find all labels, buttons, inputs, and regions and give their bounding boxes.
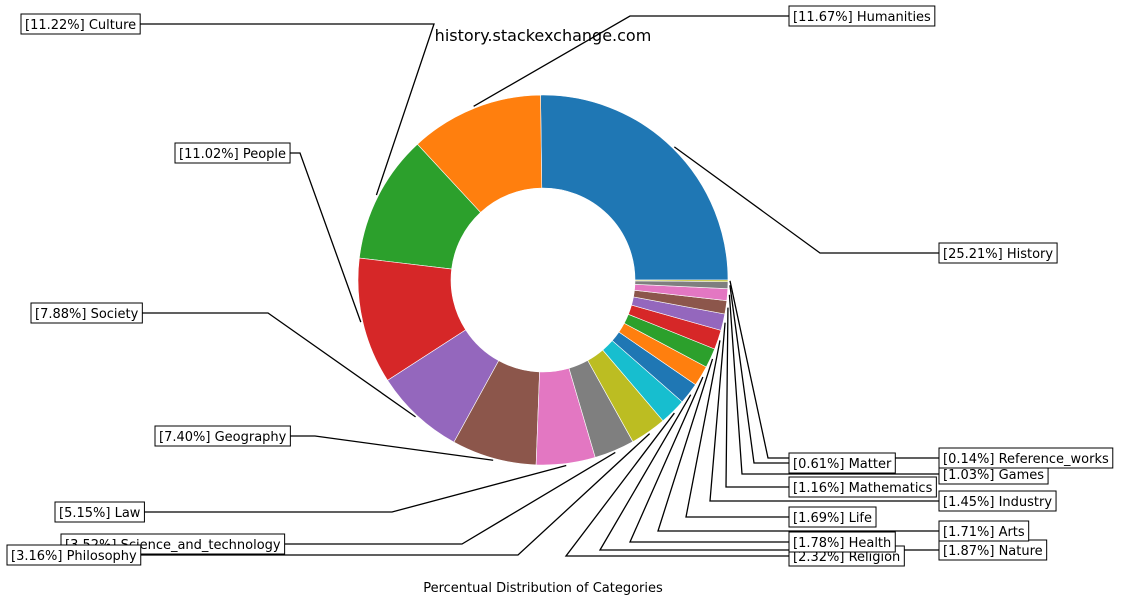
leader-line bbox=[290, 152, 362, 323]
slice-label: [1.69%] Life bbox=[793, 511, 872, 526]
slice-label: [7.88%] Society bbox=[35, 307, 139, 322]
leader-line bbox=[61, 451, 616, 545]
slice-label: [5.15%] Law bbox=[59, 506, 141, 521]
slice-label-box bbox=[938, 242, 1058, 264]
slice-label-box bbox=[788, 506, 877, 528]
slice-label-box bbox=[20, 13, 141, 35]
slice-label-box bbox=[788, 476, 937, 498]
leader-line bbox=[657, 358, 939, 532]
slice-label: [1.16%] Mathematics bbox=[793, 481, 933, 496]
slice-label-box bbox=[938, 520, 1030, 542]
slice-label: [11.67%] Humanities bbox=[793, 10, 931, 25]
slice-label: [1.87%] Nature bbox=[943, 544, 1043, 559]
slice-label: [7.40%] Geography bbox=[159, 430, 287, 445]
leader-line bbox=[685, 340, 789, 518]
slice-label: [1.78%] Health bbox=[793, 536, 891, 551]
chart-title: history.stackexchange.com bbox=[435, 26, 652, 45]
slice-label-box bbox=[938, 490, 1057, 512]
leader-line bbox=[564, 412, 789, 557]
wedge-history bbox=[540, 94, 729, 281]
leader-line bbox=[140, 23, 435, 196]
slice-label: [1.45%] Industry bbox=[943, 495, 1052, 510]
slice-label-box bbox=[154, 425, 291, 447]
leader-line bbox=[55, 464, 567, 513]
slice-label-box bbox=[788, 5, 936, 27]
slice-label: [1.71%] Arts bbox=[943, 525, 1025, 540]
leader-line bbox=[142, 312, 416, 418]
slice-label: [3.16%] Philosophy bbox=[11, 549, 137, 564]
leader-line bbox=[729, 285, 789, 464]
leader-line bbox=[629, 376, 789, 543]
slice-label-box bbox=[788, 531, 896, 553]
slice-label: [1.03%] Games bbox=[943, 468, 1044, 483]
slice-label: [11.02%] People bbox=[179, 147, 286, 162]
leader-line bbox=[729, 280, 939, 459]
leader-line bbox=[7, 433, 651, 556]
slice-label-box bbox=[174, 142, 291, 164]
slice-label-box bbox=[6, 544, 142, 566]
slice-label: [0.61%] Matter bbox=[793, 457, 892, 472]
wedge-reference-works bbox=[634, 279, 729, 282]
leader-line bbox=[673, 146, 939, 254]
leader-line bbox=[728, 294, 939, 475]
leader-lines-group bbox=[7, 15, 939, 557]
leader-line bbox=[725, 307, 789, 488]
slice-label-box bbox=[788, 452, 896, 474]
slice-label-box bbox=[54, 501, 145, 523]
slice-label-box bbox=[30, 302, 143, 324]
slice-label: [0.14%] Reference_works bbox=[943, 452, 1109, 467]
slice-label: [25.21%] History bbox=[943, 247, 1053, 262]
slice-label: [2.32%] Religion bbox=[793, 550, 900, 565]
leader-line bbox=[709, 322, 939, 502]
wedges-group bbox=[357, 94, 729, 466]
slice-label: [11.22%] Culture bbox=[25, 18, 136, 33]
labels-group: [25.21%] History [11.67%] Humanities [11.2… bbox=[6, 5, 1114, 567]
slice-label-box bbox=[938, 447, 1114, 469]
leader-line bbox=[290, 435, 494, 461]
x-axis-label: Percentual Distribution of Categories bbox=[423, 581, 663, 596]
